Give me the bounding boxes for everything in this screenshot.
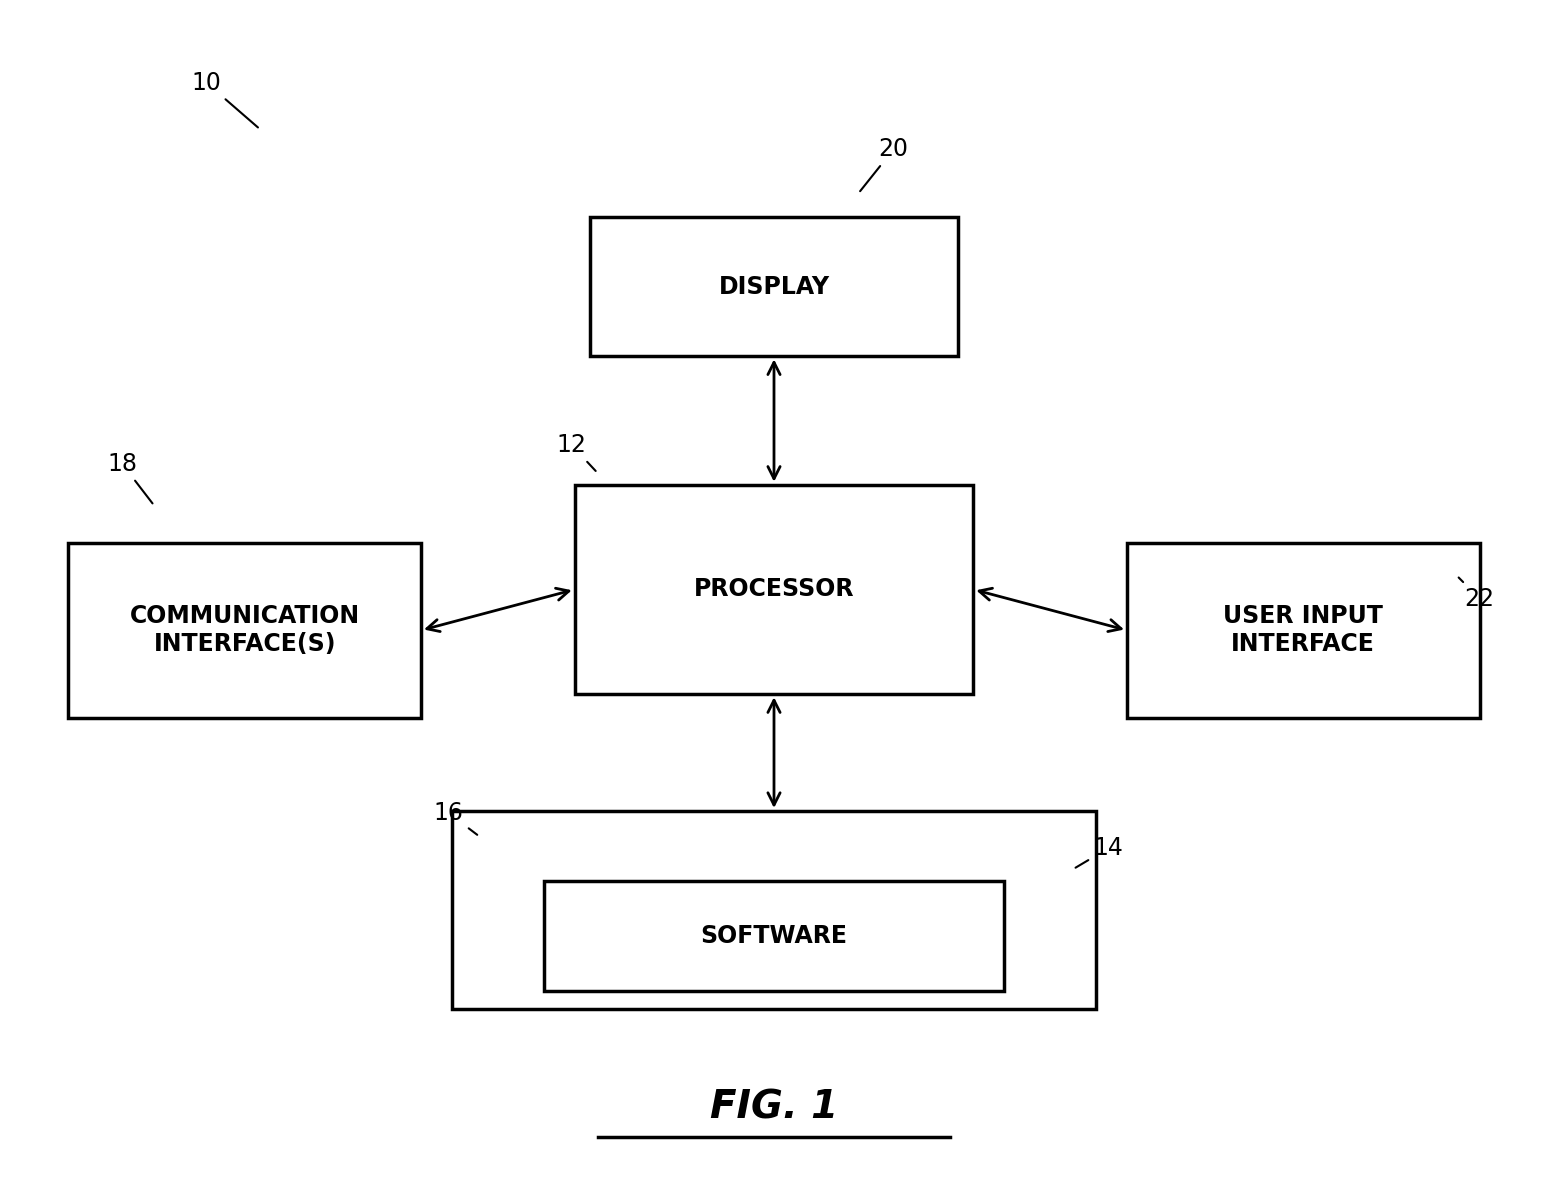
Text: SOFTWARE: SOFTWARE <box>701 924 847 948</box>
Text: 18: 18 <box>107 452 153 503</box>
Text: PROCESSOR: PROCESSOR <box>694 578 854 601</box>
Text: 14: 14 <box>1076 836 1124 868</box>
Bar <box>590 217 958 356</box>
Text: DISPLAY: DISPLAY <box>718 275 830 298</box>
Text: 12: 12 <box>557 433 596 470</box>
Text: 20: 20 <box>861 137 909 191</box>
Bar <box>68 542 421 718</box>
Text: FIG. 1: FIG. 1 <box>711 1089 837 1127</box>
Bar <box>1127 542 1480 718</box>
Text: 22: 22 <box>1458 578 1495 611</box>
Bar <box>543 881 1005 992</box>
Text: MEMORY: MEMORY <box>715 898 833 922</box>
Text: USER INPUT
INTERFACE: USER INPUT INTERFACE <box>1223 605 1384 657</box>
Text: 16: 16 <box>433 802 477 835</box>
Bar <box>574 485 974 694</box>
Text: 10: 10 <box>192 71 259 127</box>
Text: COMMUNICATION
INTERFACE(S): COMMUNICATION INTERFACE(S) <box>130 605 359 657</box>
Bar <box>452 811 1096 1009</box>
